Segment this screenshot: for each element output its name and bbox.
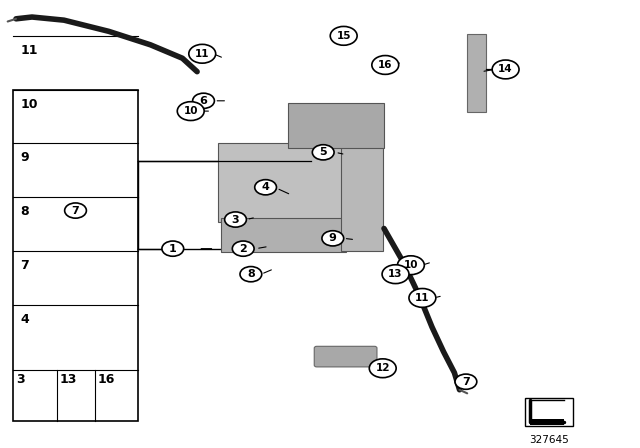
Text: 10: 10	[184, 106, 198, 116]
Text: 1: 1	[169, 244, 177, 254]
Circle shape	[372, 56, 399, 74]
Text: 13: 13	[60, 373, 77, 386]
Circle shape	[177, 102, 204, 121]
Circle shape	[189, 44, 216, 63]
Circle shape	[492, 60, 519, 79]
Circle shape	[162, 241, 184, 256]
Text: 6: 6	[200, 96, 207, 106]
Text: 7: 7	[20, 259, 29, 272]
Text: 12: 12	[376, 363, 390, 373]
Text: 11: 11	[415, 293, 429, 303]
Circle shape	[455, 374, 477, 389]
FancyBboxPatch shape	[13, 90, 138, 421]
Circle shape	[382, 265, 409, 284]
Text: 7: 7	[462, 377, 470, 387]
Circle shape	[232, 241, 254, 256]
FancyBboxPatch shape	[221, 218, 346, 252]
FancyBboxPatch shape	[288, 103, 384, 148]
Text: 2: 2	[239, 244, 247, 254]
FancyBboxPatch shape	[467, 34, 486, 112]
FancyBboxPatch shape	[525, 398, 573, 426]
Text: 15: 15	[337, 31, 351, 41]
Text: 9: 9	[20, 151, 29, 164]
Text: 7: 7	[72, 206, 79, 215]
Text: 327645: 327645	[529, 435, 569, 444]
Text: 4: 4	[20, 313, 29, 326]
Circle shape	[312, 145, 334, 160]
Text: 3: 3	[17, 373, 25, 386]
Circle shape	[369, 359, 396, 378]
Text: 4: 4	[262, 182, 269, 192]
Text: 16: 16	[378, 60, 392, 70]
Bar	[530, 419, 564, 425]
Text: 9: 9	[329, 233, 337, 243]
Text: 13: 13	[388, 269, 403, 279]
Text: 11: 11	[20, 44, 38, 57]
Circle shape	[240, 267, 262, 282]
Circle shape	[322, 231, 344, 246]
Text: 11: 11	[195, 49, 209, 59]
Text: 14: 14	[499, 65, 513, 74]
Text: 3: 3	[232, 215, 239, 224]
FancyBboxPatch shape	[341, 143, 383, 251]
FancyBboxPatch shape	[314, 346, 377, 367]
Circle shape	[65, 203, 86, 218]
Circle shape	[409, 289, 436, 307]
Text: 16: 16	[97, 373, 115, 386]
Text: 8: 8	[20, 205, 29, 218]
Text: 10: 10	[20, 98, 38, 111]
Circle shape	[397, 256, 424, 275]
FancyBboxPatch shape	[218, 143, 362, 222]
Text: 8: 8	[247, 269, 255, 279]
Circle shape	[225, 212, 246, 227]
Text: 10: 10	[404, 260, 418, 270]
Circle shape	[255, 180, 276, 195]
Circle shape	[193, 93, 214, 108]
Circle shape	[330, 26, 357, 45]
Text: 5: 5	[319, 147, 327, 157]
